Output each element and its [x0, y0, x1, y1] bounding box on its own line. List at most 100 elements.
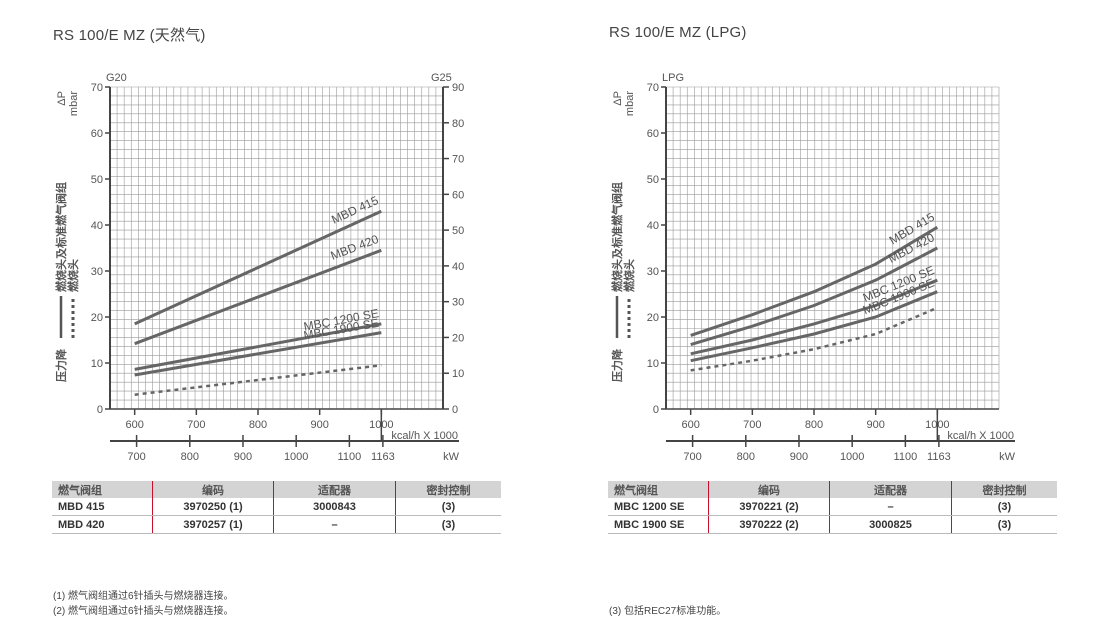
- x-tick-label: 900: [310, 419, 328, 431]
- right-note-1: (3) 包括REC27标准功能。: [609, 606, 727, 617]
- x2-tick-label: 900: [790, 451, 808, 463]
- y-tick-label: 70: [91, 82, 103, 94]
- col-header-code: 编码: [708, 481, 830, 498]
- left-axis-label: G20: [106, 72, 127, 84]
- y-tick-label: 20: [91, 312, 103, 324]
- y-tick-label: 0: [97, 404, 103, 416]
- series-line-mbd-420: [134, 248, 382, 346]
- y-side-title-1: 压力降: [54, 348, 68, 382]
- left-note-2: (2) 燃气阀组通过6针插头与燃烧器连接。: [53, 606, 234, 617]
- y-tick-label: 40: [91, 220, 103, 232]
- x2-tick-label: 900: [234, 451, 252, 463]
- table-header-row: 燃气阀组 编码 适配器 密封控制: [608, 481, 1057, 498]
- cell-adapter: –: [273, 515, 396, 534]
- series-line-mbd-415: [690, 226, 939, 337]
- left-axis-label: LPG: [662, 72, 684, 84]
- cell-seal: (3): [951, 498, 1057, 516]
- cell-adapter: –: [829, 498, 952, 516]
- col-header-adapter: 适配器: [273, 481, 396, 498]
- cell-valve: MBC 1900 SE: [608, 515, 709, 534]
- col-header-valve: 燃气阀组: [52, 481, 153, 498]
- table-row: MBC 1900 SE 3970222 (2) 3000825 (3): [608, 515, 1057, 534]
- cell-valve: MBD 415: [52, 498, 153, 516]
- series-line-mbd-420: [690, 246, 938, 347]
- y2-tick-label: 0: [452, 404, 458, 416]
- x2-tick-label: 1163: [371, 451, 395, 463]
- table-row: MBD 420 3970257 (1) – (3): [52, 515, 501, 534]
- cell-code: 3970250 (1): [152, 498, 274, 516]
- col-header-code: 编码: [152, 481, 274, 498]
- y-tick-label: 60: [91, 128, 103, 140]
- series-line-mbc-1200-se: [134, 322, 382, 371]
- y-side-title-1: 压力降: [610, 348, 624, 382]
- x2-tick-label: 1100: [338, 451, 362, 463]
- table-header-row: 燃气阀组 编码 适配器 密封控制: [52, 481, 501, 498]
- col-header-seal: 密封控制: [951, 481, 1057, 498]
- y2-tick-label: 50: [452, 225, 464, 237]
- series-line-dashed: [134, 364, 382, 396]
- y-side-title-2: 燃烧头及标准燃气阀组: [610, 182, 624, 293]
- left-valve-table: 燃气阀组 编码 适配器 密封控制 MBD 415 3970250 (1) 300…: [52, 481, 501, 534]
- x2-tick-label: 700: [683, 451, 701, 463]
- y-side-title-2: 燃烧头及标准燃气阀组: [54, 182, 68, 293]
- x2-tick-label: 800: [181, 451, 199, 463]
- x-tick-label: 700: [743, 419, 761, 431]
- y-tick-label: 40: [647, 220, 659, 232]
- y-label-unit: mbar: [624, 91, 636, 116]
- y-tick-label: 30: [91, 266, 103, 278]
- x-axis-unit: kcal/h X 1000: [391, 430, 458, 442]
- cell-adapter: 3000825: [829, 515, 952, 534]
- x2-axis-unit: kW: [443, 451, 460, 463]
- right-axis-label: G25: [431, 72, 452, 84]
- y2-tick-label: 60: [452, 189, 464, 201]
- x2-tick-label: 1100: [894, 451, 918, 463]
- x2-tick-label: 800: [737, 451, 755, 463]
- y2-tick-label: 20: [452, 332, 464, 344]
- y-side-title-3: 燃烧头: [66, 259, 80, 293]
- x-axis-unit: kcal/h X 1000: [947, 430, 1014, 442]
- cell-seal: (3): [395, 498, 501, 516]
- x2-tick-label: 1000: [284, 451, 308, 463]
- x2-tick-label: 1163: [927, 451, 951, 463]
- y-tick-label: 60: [647, 128, 659, 140]
- x-tick-label: 700: [187, 419, 205, 431]
- col-header-seal: 密封控制: [395, 481, 501, 498]
- y-tick-label: 50: [647, 174, 659, 186]
- y-label-unit: mbar: [68, 91, 80, 116]
- col-header-adapter: 适配器: [829, 481, 952, 498]
- y-tick-label: 10: [91, 358, 103, 370]
- y-side-title-3: 燃烧头: [622, 259, 636, 293]
- col-header-valve: 燃气阀组: [608, 481, 709, 498]
- x-tick-label: 900: [866, 419, 884, 431]
- y-tick-label: 70: [647, 82, 659, 94]
- cell-seal: (3): [951, 515, 1057, 534]
- cell-valve: MBC 1200 SE: [608, 498, 709, 516]
- y2-tick-label: 70: [452, 154, 464, 166]
- y-label-symbol: ΔP: [612, 91, 624, 106]
- y2-tick-label: 40: [452, 261, 464, 273]
- left-note-1: (1) 燃气阀组通过6针插头与燃烧器连接。: [53, 591, 234, 602]
- series-line-mbc-1200-se: [690, 278, 938, 356]
- series-line-mbc-1900-se: [134, 331, 382, 377]
- right-valve-table: 燃气阀组 编码 适配器 密封控制 MBC 1200 SE 3970221 (2)…: [608, 481, 1057, 534]
- table-row: MBD 415 3970250 (1) 3000843 (3): [52, 498, 501, 516]
- y-tick-label: 20: [647, 312, 659, 324]
- x-tick-label: 800: [249, 419, 267, 431]
- y-label-symbol: ΔP: [56, 91, 68, 106]
- y-tick-label: 30: [647, 266, 659, 278]
- cell-code: 3970257 (1): [152, 515, 274, 534]
- series-line-mbd-415: [134, 209, 382, 326]
- table-row: MBC 1200 SE 3970221 (2) – (3): [608, 498, 1057, 516]
- left-chart: 0102030405060700102030405060708090G25G20…: [54, 72, 464, 463]
- y2-tick-label: 90: [452, 82, 464, 94]
- series-line-dashed: [690, 306, 938, 372]
- cell-code: 3970221 (2): [708, 498, 830, 516]
- x2-tick-label: 1000: [840, 451, 864, 463]
- series-line-mbc-1900-se: [690, 290, 938, 363]
- left-chart-title: RS 100/E MZ (天然气): [53, 27, 206, 44]
- x-tick-label: 600: [681, 419, 699, 431]
- cell-seal: (3): [395, 515, 501, 534]
- x2-axis-unit: kW: [999, 451, 1016, 463]
- y2-tick-label: 30: [452, 297, 464, 309]
